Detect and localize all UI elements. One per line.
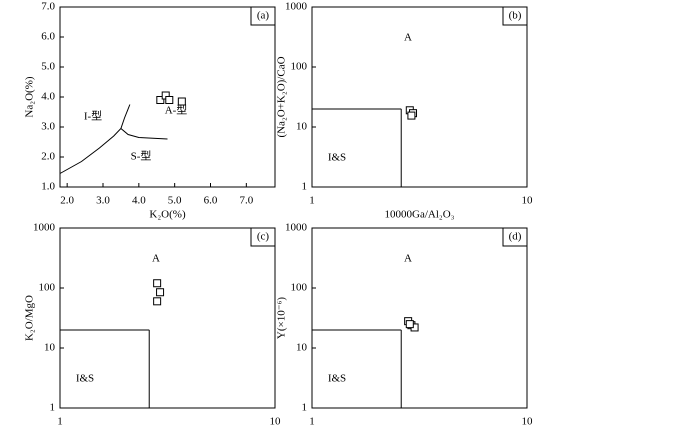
data-point <box>405 320 414 329</box>
y-axis-label: Y(×10⁻⁶) <box>276 297 288 339</box>
annotation: S-型 <box>131 149 152 163</box>
annotation: A <box>404 253 412 265</box>
y-tick-label: 1 <box>302 402 308 414</box>
panel-label-box <box>250 6 276 26</box>
y-tick-label: 2.0 <box>41 151 55 163</box>
data-point <box>153 279 162 288</box>
annotation: I-型 <box>84 109 102 123</box>
panel-label: (c) <box>257 231 270 243</box>
x-tick-label: 10 <box>522 195 534 207</box>
annotation: I&S <box>76 373 94 385</box>
y-tick-label: 1.0 <box>41 181 55 193</box>
panel-label-box <box>250 227 276 247</box>
y-tick-label: 1000 <box>33 222 56 234</box>
x-tick-label: 7.0 <box>239 195 253 207</box>
panel-label-box <box>502 6 528 26</box>
y-tick-label: 100 <box>39 282 56 294</box>
y-tick-label: 1000 <box>285 1 308 13</box>
y-tick-label: 10 <box>296 342 308 354</box>
x-tick-label: 6.0 <box>204 195 218 207</box>
x-tick-label: 1 <box>309 416 315 428</box>
y-axis-label: (Na₂O+K₂O)/CaO <box>276 56 288 137</box>
y-tick-label: 3.0 <box>41 121 55 133</box>
x-axis-label: 10000Ga/Al₂O₃ <box>385 430 455 431</box>
y-tick-label: 1 <box>50 402 56 414</box>
data-point <box>177 97 186 106</box>
panel-label: (d) <box>509 231 522 243</box>
y-tick-label: 1 <box>302 181 308 193</box>
x-axis-label: K₂O(%) <box>149 209 186 221</box>
y-tick-label: 100 <box>291 282 308 294</box>
y-tick-label: 10 <box>296 121 308 133</box>
x-tick-label: 4.0 <box>132 195 146 207</box>
plot-frame <box>311 6 528 188</box>
data-point <box>407 111 416 120</box>
y-tick-label: 10 <box>44 342 56 354</box>
x-axis-label: 10000Ga/Al₂O₃ <box>133 430 203 431</box>
y-tick-label: 4.0 <box>41 91 55 103</box>
data-point <box>165 96 174 104</box>
data-point <box>156 96 165 104</box>
y-tick-label: 7.0 <box>41 1 55 13</box>
panel-label: (a) <box>257 10 270 22</box>
annotation: A-型 <box>165 103 188 117</box>
boundary-curve <box>120 128 168 140</box>
panel-label-box <box>502 227 528 247</box>
y-axis-label: K₂O/MgO <box>24 295 36 341</box>
annotation: A <box>404 32 412 44</box>
x-tick-label: 5.0 <box>168 195 182 207</box>
annotation: A <box>152 253 160 265</box>
y-tick-label: 1000 <box>285 222 308 234</box>
y-tick-label: 100 <box>291 61 308 73</box>
x-tick-label: 3.0 <box>96 195 110 207</box>
y-tick-label: 5.0 <box>41 61 55 73</box>
x-axis-label: 10000Ga/Al₂O₃ <box>385 209 455 221</box>
plot-frame <box>59 227 276 409</box>
plot-frame <box>311 227 528 409</box>
x-tick-label: 2.0 <box>60 195 74 207</box>
y-axis-label: Na₂O(%) <box>24 76 36 117</box>
x-tick-label: 10 <box>522 416 534 428</box>
x-tick-label: 10 <box>270 416 282 428</box>
annotation: I&S <box>328 152 346 164</box>
boundary-curve <box>59 104 131 174</box>
panel-label: (b) <box>509 10 522 22</box>
x-tick-label: 1 <box>57 416 63 428</box>
y-tick-label: 6.0 <box>41 31 55 43</box>
data-point <box>153 297 162 306</box>
annotation: I&S <box>328 373 346 385</box>
data-point <box>156 288 165 297</box>
x-tick-label: 1 <box>309 195 315 207</box>
